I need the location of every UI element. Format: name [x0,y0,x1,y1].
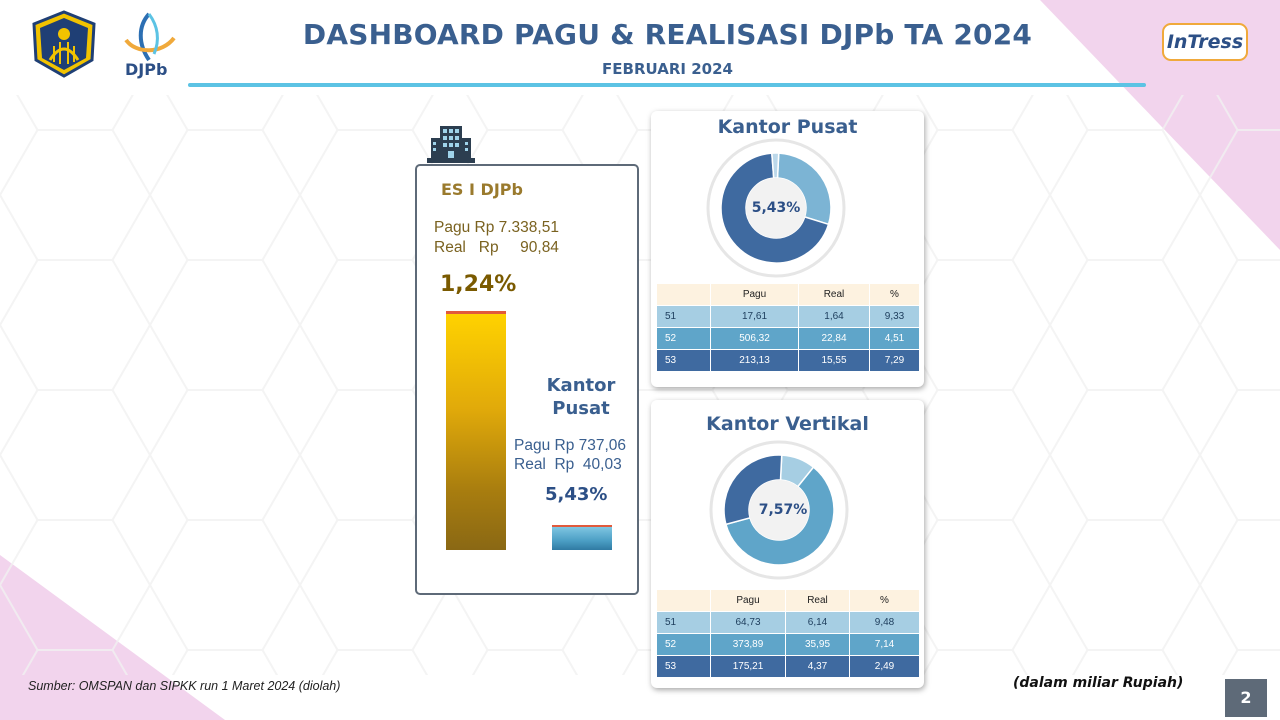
djpb-logo [124,12,176,62]
table-row: 53 213,13 15,55 7,29 [657,350,920,372]
page-number: 2 [1225,679,1267,717]
table-cell: 6,14 [786,612,850,634]
table-cell: 9,48 [850,612,920,634]
kantor-pusat-donut-slice-2 [771,152,780,179]
table-cell: 53 [657,350,711,372]
kantor-pusat-label-line2: Pusat [552,398,610,419]
es-pagu: Pagu Rp 7.338,51 [434,219,559,236]
table-cell: 52 [657,634,711,656]
source-note: Sumber: OMSPAN dan SIPKK run 1 Maret 202… [28,679,341,693]
intress-logo-text: InTress [1166,31,1244,53]
table-header-cell: % [870,284,920,306]
table-header-row: Pagu Real % [657,590,920,612]
table-cell: 506,32 [711,328,799,350]
table-row: 52 373,89 35,95 7,14 [657,634,920,656]
kantor-vertikal-title: Kantor Vertikal [706,413,869,435]
table-cell: 15,55 [799,350,870,372]
unit-note: (dalam miliar Rupiah) [1013,675,1184,691]
kantor-vertikal-donut [709,440,849,580]
table-cell: 4,51 [870,328,920,350]
table-header-row: Pagu Real % [657,284,920,306]
kantor-pusat-title: Kantor Pusat [717,116,858,138]
kantor-pusat-pagu: Pagu Rp 737,06 [514,437,627,454]
table-header-cell: Real [786,590,850,612]
table-cell: 1,64 [799,306,870,328]
table-row: 53 175,21 4,37 2,49 [657,656,920,678]
es-realisasi: Real Rp 90,84 [434,239,559,256]
table-header-cell: Pagu [711,284,799,306]
es-label: ES I DJPb [441,180,523,199]
kantor-pusat-donut [706,138,846,278]
kantor-vertikal-table: Pagu Real % 51 64,73 6,14 9,48 52 373,89… [657,590,920,678]
kantor-pusat-table: Pagu Real % 51 17,61 1,64 9,33 52 506,32… [657,284,920,372]
table-cell: 22,84 [799,328,870,350]
table-header-cell: % [850,590,920,612]
table-header-cell [657,284,711,306]
es-bar [446,311,506,550]
es-percent: 1,24% [440,272,517,297]
kantor-pusat-realisasi: Real Rp 40,03 [514,456,622,473]
page-subtitle: FEBRUARI 2024 [602,60,733,78]
table-cell: 7,29 [870,350,920,372]
table-cell: 175,21 [711,656,786,678]
table-header-cell: Real [799,284,870,306]
building-icon [427,126,475,163]
table-cell: 35,95 [786,634,850,656]
table-cell: 17,61 [711,306,799,328]
kantor-pusat-summary-label: Kantor Pusat [520,374,642,420]
table-header-cell [657,590,711,612]
table-row: 51 17,61 1,64 9,33 [657,306,920,328]
intress-logo: InTress [1162,23,1248,61]
table-cell: 51 [657,306,711,328]
djpb-logo-text: DJPb [125,60,168,79]
kantor-pusat-bar [552,525,612,550]
table-cell: 4,37 [786,656,850,678]
table-row: 52 506,32 22,84 4,51 [657,328,920,350]
table-cell: 7,14 [850,634,920,656]
table-cell: 373,89 [711,634,786,656]
table-cell: 2,49 [850,656,920,678]
table-row: 51 64,73 6,14 9,48 [657,612,920,634]
page-title: DASHBOARD PAGU & REALISASI DJPb TA 2024 [302,18,1033,51]
header-divider [188,83,1146,87]
table-cell: 53 [657,656,711,678]
table-cell: 51 [657,612,711,634]
table-cell: 52 [657,328,711,350]
kantor-vertikal-donut-hole [749,480,809,540]
table-cell: 9,33 [870,306,920,328]
kemenkeu-logo [32,10,96,78]
kantor-pusat-percent: 5,43% [545,484,608,505]
table-cell: 213,13 [711,350,799,372]
kantor-pusat-donut-label: 5,43% [751,200,801,216]
kantor-vertikal-donut-label: 7,57% [758,502,808,518]
table-header-cell: Pagu [711,590,786,612]
kantor-pusat-donut-hole [746,178,806,238]
table-cell: 64,73 [711,612,786,634]
kantor-pusat-label-line1: Kantor [546,375,616,396]
